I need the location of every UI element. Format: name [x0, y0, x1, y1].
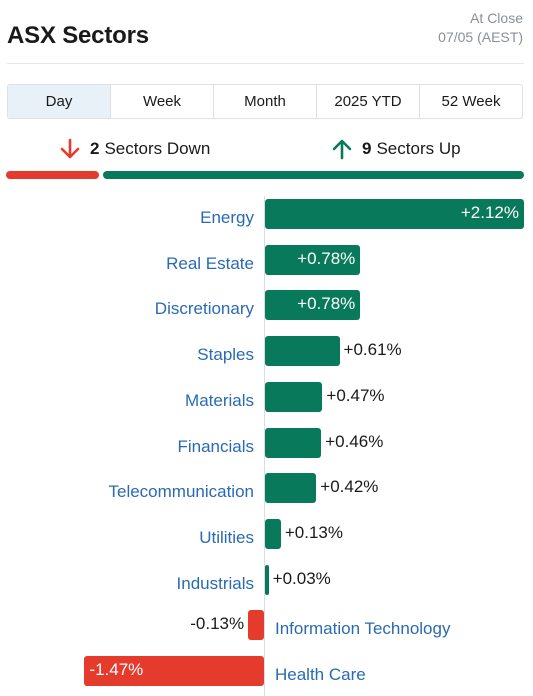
label-information-technology[interactable]: Information Technology [275, 619, 451, 639]
tab-52-week[interactable]: 52 Week [441, 93, 501, 110]
value-health-care: -1.47% [89, 660, 144, 679]
value-real-estate: +0.78% [297, 248, 356, 268]
ratio-bar-up [103, 171, 524, 179]
bar-materials[interactable] [265, 381, 323, 412]
label-industrials[interactable]: Industrials [176, 573, 254, 593]
ratio-bar-down [6, 171, 100, 179]
bar-discretionary[interactable] [265, 290, 361, 321]
page-title: ASX Sectors [7, 22, 149, 49]
sectors-down-count: 2 [90, 139, 100, 158]
label-telecommunication[interactable]: Telecommunication [108, 482, 254, 502]
label-financials[interactable]: Financials [177, 436, 254, 456]
label-staples[interactable]: Staples [197, 345, 254, 365]
arrow-up-icon [332, 139, 352, 160]
tab-ytd[interactable]: 2025 YTD [317, 85, 420, 118]
sectors-down-label: Sectors Down [104, 139, 211, 158]
bar-information-technology[interactable] [248, 610, 264, 641]
value-staples: +0.61% [343, 340, 402, 360]
sectors-up-count: 9 [362, 139, 372, 158]
value-telecommunication: +0.42% [320, 477, 379, 497]
label-discretionary[interactable]: Discretionary [154, 299, 254, 319]
bar-health-care[interactable] [84, 656, 264, 686]
bar-utilities[interactable] [265, 518, 281, 549]
label-real-estate[interactable]: Real Estate [166, 253, 254, 273]
label-health-care[interactable]: Health Care [275, 665, 366, 684]
value-utilities: +0.13% [284, 522, 344, 542]
tab-day[interactable]: Day [8, 85, 111, 118]
label-energy[interactable]: Energy [200, 208, 254, 227]
bar-telecommunication[interactable] [265, 473, 317, 504]
tab-month[interactable]: Month [214, 85, 317, 118]
value-materials: +0.47% [326, 385, 385, 405]
value-information-technology: -0.13% [190, 614, 245, 634]
value-discretionary: +0.78% [297, 294, 356, 314]
status-date: 07/05 (AEST) [438, 29, 523, 45]
value-industrials: +0.03% [272, 568, 331, 588]
bar-energy[interactable] [265, 199, 524, 229]
sectors-up-label: Sectors Up [376, 139, 461, 158]
label-utilities[interactable]: Utilities [199, 527, 254, 547]
bar-real-estate[interactable] [265, 244, 361, 275]
header: ASX Sectors At Close 07/05 (AEST) [7, 0, 524, 64]
sectors-down-summary: 2 Sectors Down [60, 138, 210, 160]
zero-axis [264, 196, 265, 696]
tab-week[interactable]: Week [111, 85, 214, 118]
period-tabs: Day Week Month 2025 YTD 52 Week [7, 84, 523, 119]
bar-financials[interactable] [265, 427, 322, 458]
status-label: At Close [470, 10, 523, 26]
value-energy: +2.12% [460, 203, 519, 222]
sectors-up-summary: 9 Sectors Up [332, 138, 461, 160]
bar-staples[interactable] [265, 336, 340, 367]
arrow-down-icon [60, 138, 80, 159]
label-materials[interactable]: Materials [185, 390, 254, 410]
bar-industrials[interactable] [265, 564, 269, 595]
value-financials: +0.46% [325, 431, 384, 451]
